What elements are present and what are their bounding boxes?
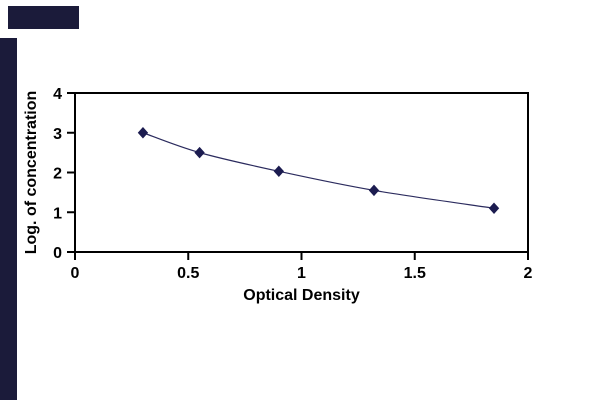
y-axis-tick-label: 1 [53,205,62,222]
y-axis-tick-label: 0 [53,245,62,262]
x-axis-tick-label: 2 [524,265,533,282]
plot-border [74,92,529,253]
x-axis-tick-label: 1 [297,265,306,282]
x-axis-tick-label: 1.5 [404,265,426,282]
corner-decoration-left-bar [0,38,17,400]
data-point-marker [273,165,285,178]
series-line [142,132,495,209]
y-axis-tick-label: 3 [53,126,62,143]
y-axis-tick-label: 2 [53,166,62,183]
x-axis-tick-label: 0 [71,265,80,282]
y-axis-tick-label: 4 [53,86,62,103]
x-axis-tick-label: 0.5 [177,265,199,282]
y-axis-label: Log. of concentration [23,91,40,255]
data-point-marker [488,202,500,215]
data-point-marker [194,146,205,159]
data-point-marker [368,184,380,197]
x-axis-label: Optical Density [243,287,360,304]
data-point-marker [137,127,149,139]
corner-decoration-top-bar [8,6,79,29]
